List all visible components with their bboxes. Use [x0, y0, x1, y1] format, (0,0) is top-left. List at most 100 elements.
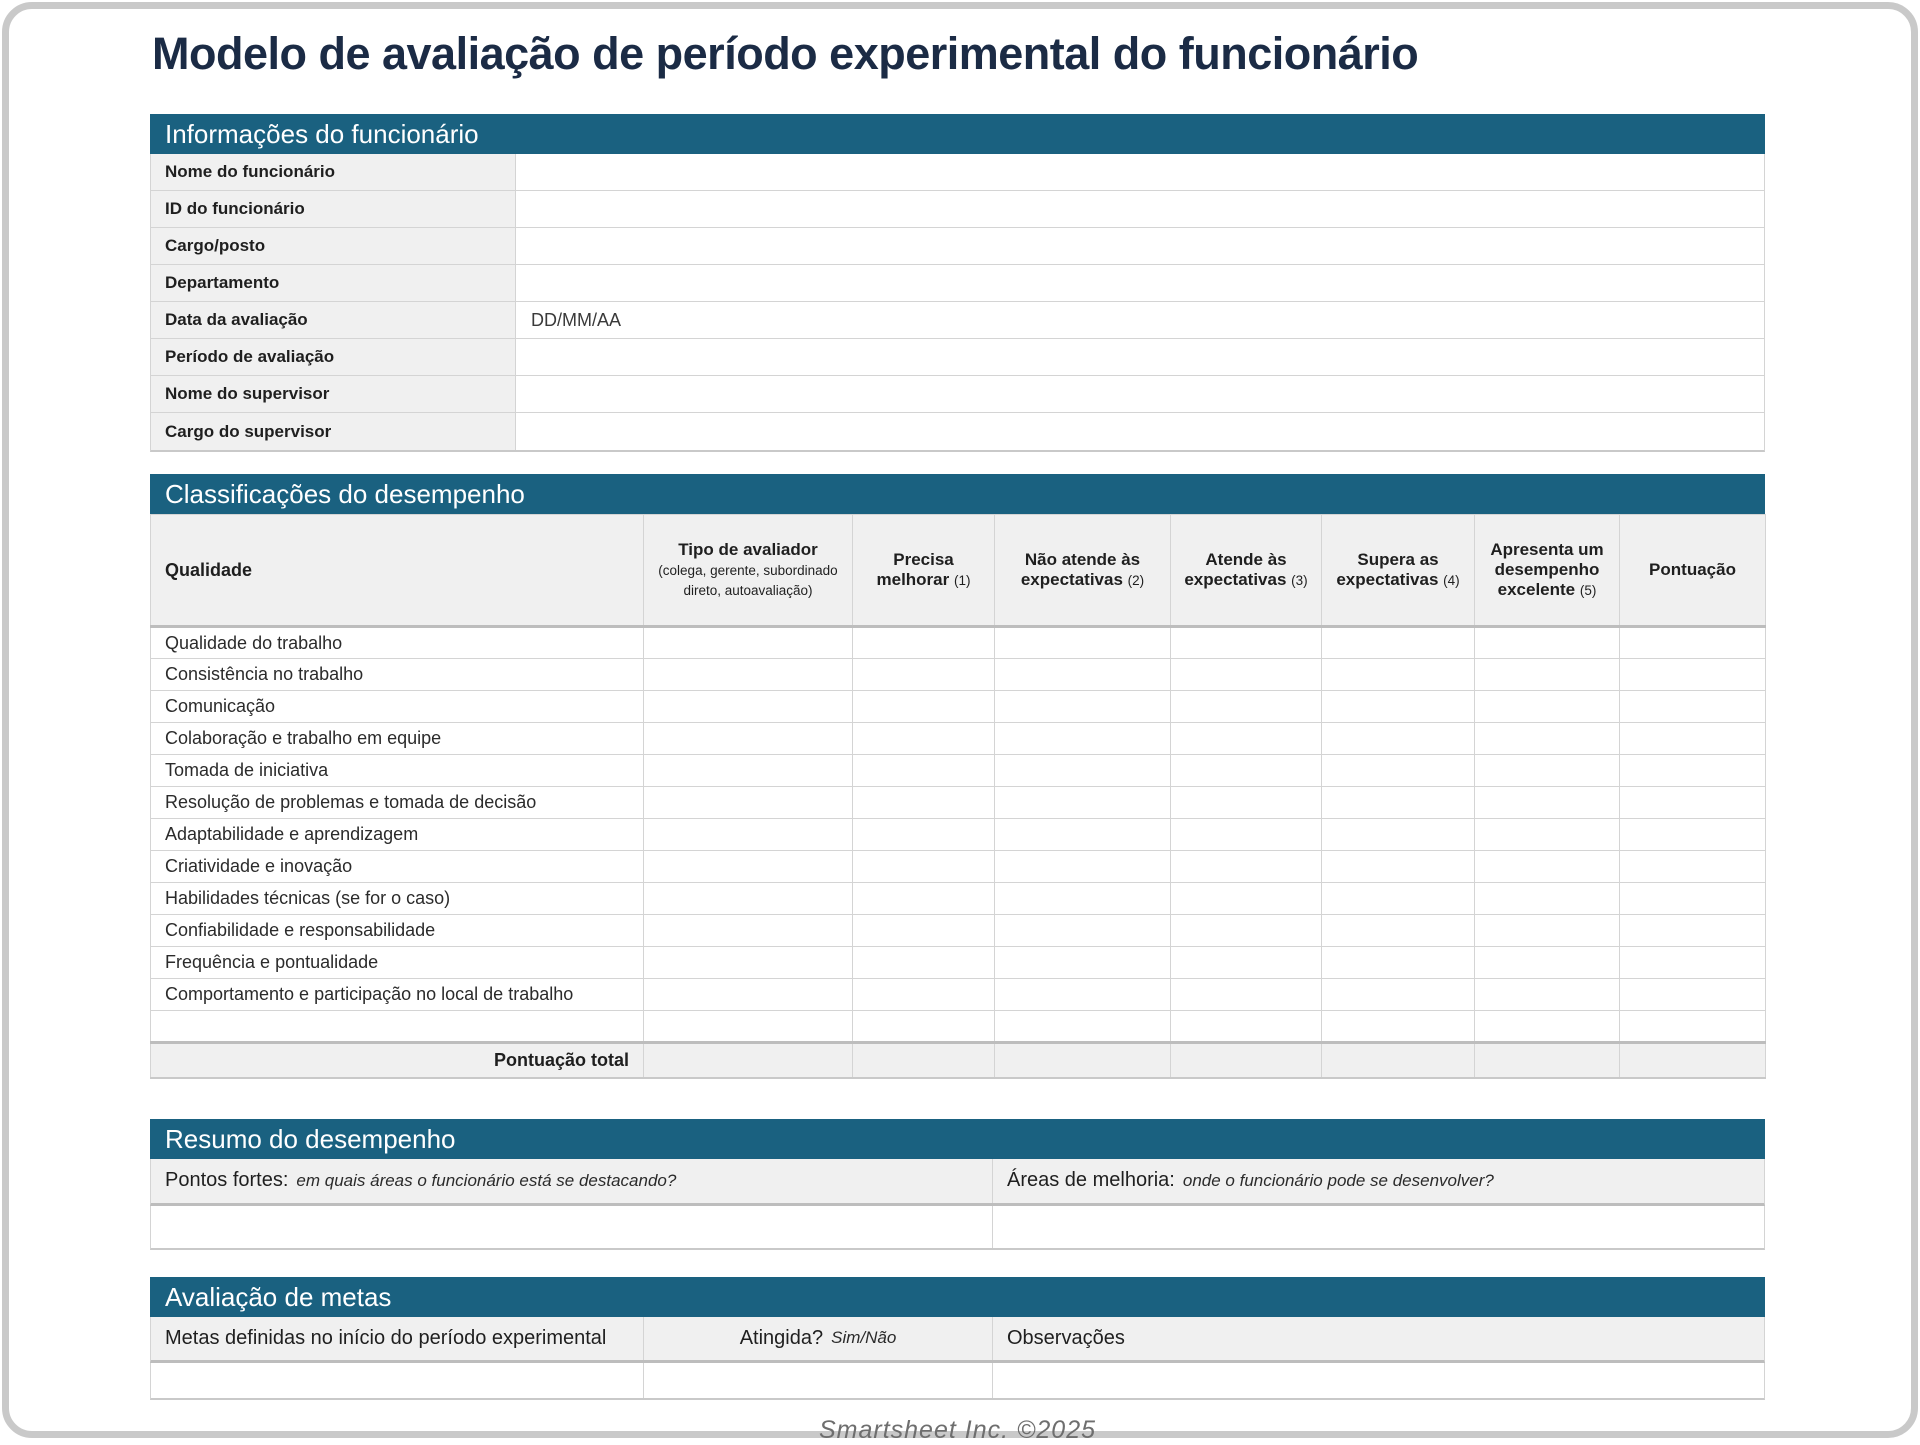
- evaluator-type-cell[interactable]: [644, 883, 853, 915]
- rating-cell[interactable]: [1322, 691, 1475, 723]
- score-cell[interactable]: [1620, 851, 1766, 883]
- total-cell[interactable]: [644, 1043, 853, 1078]
- rating-cell[interactable]: [1475, 883, 1620, 915]
- rating-cell[interactable]: [1171, 723, 1322, 755]
- rating-cell[interactable]: [853, 723, 995, 755]
- rating-cell[interactable]: [995, 627, 1171, 659]
- total-score-cell[interactable]: [1620, 1043, 1766, 1078]
- score-cell[interactable]: [1620, 627, 1766, 659]
- rating-cell[interactable]: [1322, 627, 1475, 659]
- rating-cell[interactable]: [1475, 691, 1620, 723]
- score-cell[interactable]: [1620, 915, 1766, 947]
- score-cell[interactable]: [1620, 755, 1766, 787]
- rating-cell[interactable]: [853, 755, 995, 787]
- rating-cell[interactable]: [995, 1011, 1171, 1043]
- rating-cell[interactable]: [1322, 723, 1475, 755]
- rating-cell[interactable]: [995, 691, 1171, 723]
- rating-cell[interactable]: [1475, 979, 1620, 1011]
- evaluator-type-cell[interactable]: [644, 947, 853, 979]
- rating-cell[interactable]: [1322, 787, 1475, 819]
- rating-cell[interactable]: [1475, 787, 1620, 819]
- evaluator-type-cell[interactable]: [644, 787, 853, 819]
- score-cell[interactable]: [1620, 1011, 1766, 1043]
- score-cell[interactable]: [1620, 883, 1766, 915]
- rating-cell[interactable]: [1475, 915, 1620, 947]
- rating-cell[interactable]: [1322, 659, 1475, 691]
- rating-cell[interactable]: [1171, 915, 1322, 947]
- rating-cell[interactable]: [1171, 627, 1322, 659]
- rating-cell[interactable]: [1322, 979, 1475, 1011]
- field-value-employee-id[interactable]: [516, 191, 1764, 227]
- field-value-supervisor-name[interactable]: [516, 376, 1764, 412]
- score-cell[interactable]: [1620, 819, 1766, 851]
- rating-cell[interactable]: [1475, 755, 1620, 787]
- rating-cell[interactable]: [853, 915, 995, 947]
- evaluator-type-cell[interactable]: [644, 755, 853, 787]
- field-value-department[interactable]: [516, 265, 1764, 301]
- rating-cell[interactable]: [1171, 947, 1322, 979]
- rating-cell[interactable]: [995, 915, 1171, 947]
- rating-cell[interactable]: [995, 755, 1171, 787]
- rating-cell[interactable]: [1475, 819, 1620, 851]
- total-cell[interactable]: [1322, 1043, 1475, 1078]
- evaluator-type-cell[interactable]: [644, 851, 853, 883]
- quality-label[interactable]: [151, 1011, 644, 1043]
- rating-cell[interactable]: [995, 851, 1171, 883]
- evaluator-type-cell[interactable]: [644, 723, 853, 755]
- score-cell[interactable]: [1620, 691, 1766, 723]
- total-cell[interactable]: [853, 1043, 995, 1078]
- score-cell[interactable]: [1620, 947, 1766, 979]
- rating-cell[interactable]: [995, 979, 1171, 1011]
- rating-cell[interactable]: [1322, 851, 1475, 883]
- field-value-employee-name[interactable]: [516, 154, 1764, 190]
- rating-cell[interactable]: [1475, 723, 1620, 755]
- rating-cell[interactable]: [853, 947, 995, 979]
- total-cell[interactable]: [1475, 1043, 1620, 1078]
- evaluator-type-cell[interactable]: [644, 915, 853, 947]
- rating-cell[interactable]: [1171, 979, 1322, 1011]
- rating-cell[interactable]: [1475, 659, 1620, 691]
- rating-cell[interactable]: [1475, 851, 1620, 883]
- rating-cell[interactable]: [1171, 883, 1322, 915]
- score-cell[interactable]: [1620, 723, 1766, 755]
- rating-cell[interactable]: [1322, 819, 1475, 851]
- rating-cell[interactable]: [995, 787, 1171, 819]
- rating-cell[interactable]: [1322, 755, 1475, 787]
- rating-cell[interactable]: [853, 627, 995, 659]
- rating-cell[interactable]: [1171, 755, 1322, 787]
- goal-met-input-cell[interactable]: [644, 1363, 993, 1398]
- goal-notes-input-cell[interactable]: [993, 1363, 1764, 1398]
- rating-cell[interactable]: [1171, 819, 1322, 851]
- total-cell[interactable]: [1171, 1043, 1322, 1078]
- rating-cell[interactable]: [1322, 947, 1475, 979]
- rating-cell[interactable]: [1322, 883, 1475, 915]
- rating-cell[interactable]: [853, 1011, 995, 1043]
- evaluator-type-cell[interactable]: [644, 979, 853, 1011]
- field-value-supervisor-title[interactable]: [516, 413, 1764, 450]
- rating-cell[interactable]: [1475, 1011, 1620, 1043]
- rating-cell[interactable]: [853, 659, 995, 691]
- goal-input-cell[interactable]: [151, 1363, 644, 1398]
- rating-cell[interactable]: [853, 787, 995, 819]
- score-cell[interactable]: [1620, 787, 1766, 819]
- rating-cell[interactable]: [1322, 1011, 1475, 1043]
- evaluator-type-cell[interactable]: [644, 659, 853, 691]
- rating-cell[interactable]: [1322, 915, 1475, 947]
- rating-cell[interactable]: [1171, 851, 1322, 883]
- evaluator-type-cell[interactable]: [644, 1011, 853, 1043]
- field-value-review-period[interactable]: [516, 339, 1764, 375]
- rating-cell[interactable]: [1171, 691, 1322, 723]
- strengths-input-cell[interactable]: [151, 1206, 993, 1248]
- rating-cell[interactable]: [995, 947, 1171, 979]
- rating-cell[interactable]: [995, 819, 1171, 851]
- rating-cell[interactable]: [995, 883, 1171, 915]
- rating-cell[interactable]: [995, 723, 1171, 755]
- rating-cell[interactable]: [1171, 1011, 1322, 1043]
- field-value-job-title[interactable]: [516, 228, 1764, 264]
- rating-cell[interactable]: [853, 883, 995, 915]
- rating-cell[interactable]: [1475, 947, 1620, 979]
- evaluator-type-cell[interactable]: [644, 627, 853, 659]
- rating-cell[interactable]: [853, 851, 995, 883]
- score-cell[interactable]: [1620, 659, 1766, 691]
- field-value-review-date[interactable]: DD/MM/AA: [516, 302, 1764, 338]
